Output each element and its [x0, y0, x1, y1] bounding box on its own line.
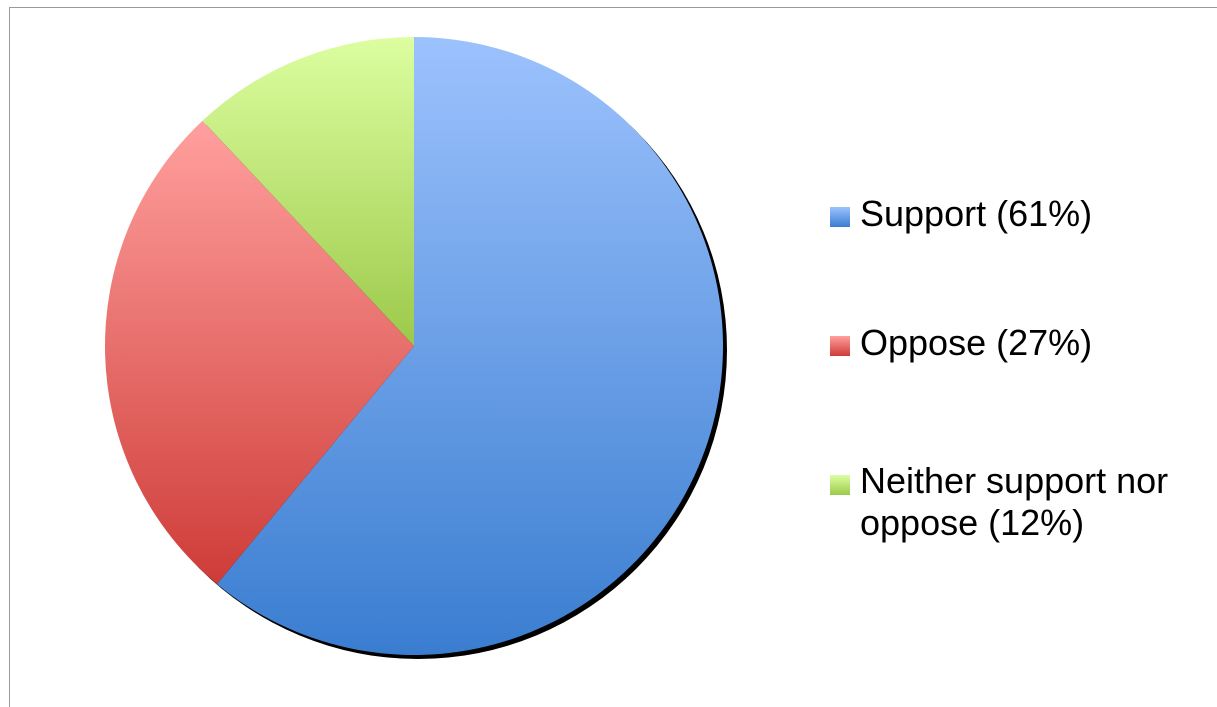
legend-item-2: Oppose (27%)	[830, 322, 1092, 363]
legend-marker-3	[830, 475, 850, 495]
legend: Support (61%) Oppose (27%) Neither support…	[830, 193, 1168, 543]
legend-label-2: Oppose (27%)	[860, 322, 1092, 363]
legend-label-3-line-1: Neither support nor	[860, 460, 1168, 501]
pie-slice-1	[217, 37, 724, 655]
legend-marker-1	[830, 207, 850, 227]
chart-area: Support (61%) Oppose (27%) Neither support…	[9, 7, 1217, 707]
pie-slice-3	[202, 37, 414, 346]
legend-marker-2	[830, 336, 850, 356]
legend-label-3-line-2: oppose (12%)	[860, 502, 1084, 543]
pie-group	[105, 37, 727, 659]
pie-chart: Support (61%) Oppose (27%) Neither support…	[105, 37, 1168, 659]
chart-frame	[9, 7, 1217, 707]
pie-slice-2	[105, 120, 414, 585]
legend-item-1: Support (61%)	[830, 193, 1092, 234]
legend-label-1: Support (61%)	[860, 193, 1092, 234]
